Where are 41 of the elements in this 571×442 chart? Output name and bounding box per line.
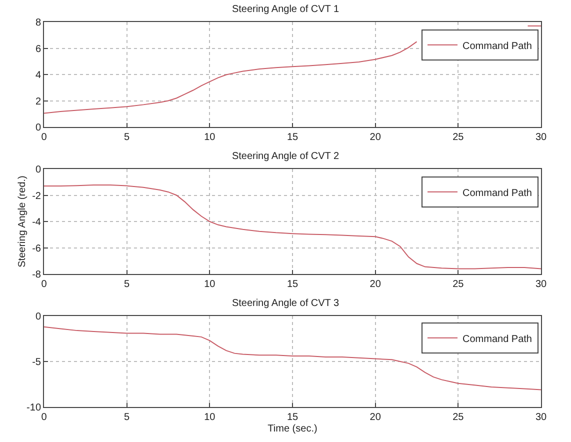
- x-tick-label: 25: [452, 412, 464, 423]
- chart-title: Steering Angle of CVT 1: [232, 4, 340, 15]
- y-tick-label: 4: [35, 70, 42, 81]
- y-tick-label: -4: [32, 217, 42, 228]
- y-tick-label: 6: [35, 44, 42, 55]
- x-tick-label: 5: [124, 412, 130, 423]
- y-tick-label: -10: [26, 402, 42, 414]
- x-tick-label: 20: [370, 279, 382, 290]
- legend-label: Command Path: [462, 334, 532, 345]
- x-tick-label: 10: [204, 412, 216, 423]
- y-tick-label: 2: [35, 96, 42, 108]
- legend-label: Command Path: [462, 40, 532, 52]
- y-tick-label: 0: [35, 312, 42, 322]
- x-tick-label: 30: [535, 132, 547, 143]
- x-tick-label: 10: [204, 279, 216, 290]
- x-tick-label: 15: [286, 132, 298, 143]
- y-axis-title: Steering Angle (red.): [17, 176, 28, 268]
- x-tick-label: 20: [370, 412, 382, 423]
- y-tick-label: -6: [32, 243, 42, 254]
- legend-label: Command Path: [462, 188, 532, 199]
- y-tick-label: 0: [35, 164, 42, 176]
- y-tick-label: -8: [32, 270, 42, 280]
- y-tick-label: -5: [32, 357, 42, 368]
- chart-title: Steering Angle of CVT 3: [232, 298, 340, 309]
- line-series: [44, 326, 541, 390]
- y-tick-label: 0: [35, 122, 42, 134]
- x-tick-label: 5: [124, 279, 130, 290]
- x-tick-label: 15: [286, 279, 298, 290]
- x-tick-label: 20: [370, 132, 382, 143]
- line-series: [44, 184, 541, 270]
- x-tick-label: 5: [124, 132, 130, 143]
- x-tick-label: 25: [452, 132, 464, 143]
- y-tick-label: -2: [32, 190, 42, 202]
- x-tick-label: 15: [286, 412, 298, 423]
- y-tick-label: 8: [35, 18, 42, 28]
- x-tick-label: 25: [452, 279, 464, 290]
- x-tick-label: 10: [204, 132, 216, 143]
- x-tick-label: 30: [535, 412, 547, 423]
- chart-title: Steering Angle of CVT 2: [232, 151, 340, 162]
- x-axis-title: Time (sec.): [268, 424, 318, 434]
- x-tick-label: 30: [535, 279, 547, 290]
